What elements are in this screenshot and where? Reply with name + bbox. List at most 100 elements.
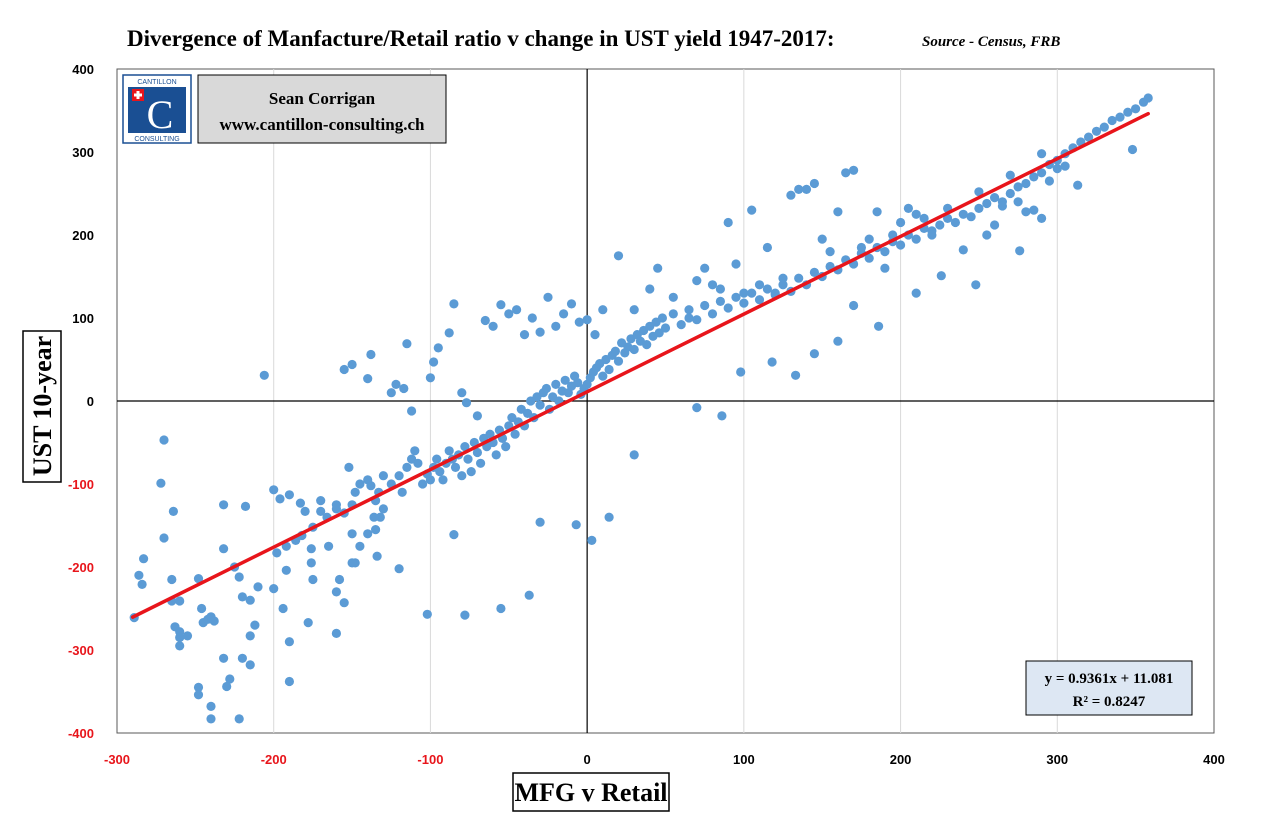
data-point-293 [613,251,624,261]
data-point-138 [573,378,583,388]
data-point-206 [974,203,984,213]
data-point-69 [355,479,365,489]
data-point-169 [684,305,694,315]
data-point-229 [1127,144,1138,155]
data-point-25 [193,690,204,700]
data-point-7 [168,506,178,516]
data-point-284 [535,327,545,337]
data-point-295 [645,284,655,294]
data-point-310 [778,273,788,283]
data-point-47 [281,565,291,575]
data-point-128 [541,383,552,394]
data-point-342 [1052,164,1062,174]
data-point-334 [990,220,1000,230]
data-point-246 [604,512,614,522]
data-point-67 [350,487,360,497]
data-point-102 [460,442,470,452]
data-point-74 [378,471,388,481]
data-point-32 [234,572,244,582]
data-point-12 [175,632,185,643]
data-point-37 [245,631,255,641]
data-point-264 [386,388,396,398]
svg-text:CONSULTING: CONSULTING [134,136,179,143]
data-point-268 [407,406,417,416]
data-point-91 [425,475,435,485]
data-point-35 [237,592,247,602]
data-point-78 [347,529,357,539]
data-point-213 [1029,172,1039,182]
data-point-313 [801,184,812,194]
data-point-241 [767,357,777,367]
data-point-251 [496,603,506,614]
x-tick-label-1: -200 [261,752,287,767]
data-point-16 [193,574,204,584]
data-point-282 [519,330,530,340]
data-point-26 [219,653,229,663]
data-point-208 [990,193,1000,203]
data-point-338 [1021,207,1031,217]
data-point-252 [460,610,470,620]
data-point-288 [566,299,577,309]
data-point-48 [278,603,288,614]
data-point-81 [378,504,388,514]
data-point-296 [653,263,663,273]
data-point-2 [137,579,147,590]
regression-box: y = 0.9361x + 11.081 R² = 0.8247 [1025,660,1193,716]
data-point-4 [159,435,169,445]
data-point-285 [543,292,553,302]
data-point-263 [366,349,376,360]
data-point-272 [444,328,454,338]
data-point-305 [739,288,749,298]
data-point-270 [429,357,439,367]
y-tick-label-4: 0 [87,394,94,409]
data-point-84 [397,487,407,497]
data-point-201 [935,220,945,230]
data-point-222 [1099,122,1109,132]
data-point-240 [791,370,801,380]
data-point-274 [457,388,467,398]
data-point-192 [864,253,874,263]
y-tick-label-1: -300 [68,643,94,658]
data-point-89 [418,479,428,489]
data-point-88 [413,458,423,468]
data-point-303 [723,217,733,228]
y-axis-title: UST 10-year [28,336,57,476]
data-point-50 [284,676,294,687]
data-point-290 [582,315,592,325]
data-point-156 [629,344,639,355]
data-point-343 [1060,161,1070,171]
data-point-33 [237,653,247,663]
data-point-110 [485,429,495,439]
data-point-168 [676,320,686,330]
data-point-83 [394,471,404,481]
data-point-29 [219,500,229,510]
y-tick-label-7: 300 [72,145,94,160]
data-point-333 [982,230,992,240]
x-tick-label-4: 100 [733,752,755,767]
data-point-106 [472,447,482,458]
data-point-262 [363,374,373,384]
data-point-94 [435,467,445,477]
y-tick-label-2: -200 [68,560,94,575]
data-point-207 [982,198,992,209]
x-tick-label-7: 400 [1203,752,1225,767]
data-point-56 [303,618,313,628]
data-point-323 [880,263,890,273]
data-point-183 [794,273,804,283]
data-point-177 [747,288,757,298]
data-point-52 [300,506,310,516]
data-point-57 [316,496,326,506]
data-point-17 [197,603,207,614]
data-point-166 [660,323,671,333]
data-point-54 [306,544,316,554]
svg-text:C: C [147,92,174,137]
data-point-23 [206,714,216,724]
data-point-60 [331,587,341,597]
data-point-325 [896,217,906,228]
data-point-253 [422,609,432,619]
data-point-226 [1131,104,1141,114]
data-point-278 [488,321,498,331]
data-point-320 [856,242,867,253]
author-box: Sean Corrigan www.cantillon-consulting.c… [197,74,447,144]
data-point-245 [629,450,639,460]
